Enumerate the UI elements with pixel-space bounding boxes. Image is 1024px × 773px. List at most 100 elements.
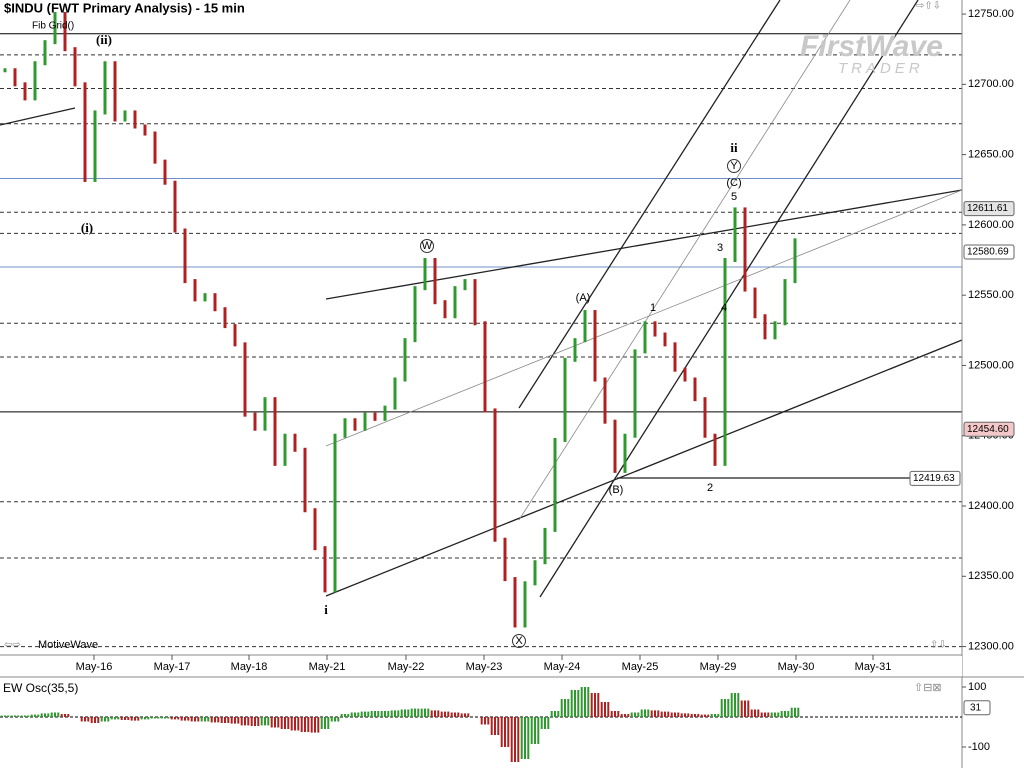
trend-line xyxy=(325,339,963,597)
osc-bar xyxy=(24,715,26,717)
osc-bar xyxy=(167,717,170,719)
osc-bar xyxy=(560,699,563,717)
osc-bar xyxy=(544,717,546,729)
osc-bar xyxy=(397,710,400,717)
osc-bar xyxy=(444,711,446,717)
price-bar xyxy=(293,433,297,452)
price-bar xyxy=(323,546,327,593)
nav-icon[interactable]: ⇨⇧⇩ xyxy=(916,1,941,12)
osc-bar xyxy=(677,712,680,717)
x-tick-label: May-22 xyxy=(388,661,425,673)
x-tick-label: May-29 xyxy=(700,661,737,673)
osc-bar xyxy=(354,712,356,717)
osc-bar xyxy=(150,717,153,719)
y-tick-label: 12300.00 xyxy=(968,640,1014,652)
osc-bar xyxy=(670,712,673,717)
osc-bar xyxy=(570,690,573,717)
osc-bar xyxy=(460,713,463,717)
osc-bar xyxy=(630,712,633,717)
osc-bar xyxy=(747,700,750,717)
trend-line xyxy=(325,189,963,447)
osc-bar xyxy=(510,717,513,762)
osc-bar xyxy=(450,712,453,717)
price-bar xyxy=(53,12,57,45)
osc-bar xyxy=(497,717,500,735)
osc-bar xyxy=(637,712,640,717)
price-bar xyxy=(203,293,207,302)
osc-bar xyxy=(130,717,133,721)
osc-bar xyxy=(184,717,186,721)
osc-bar xyxy=(734,693,736,717)
price-bar xyxy=(263,397,267,431)
wave-label: (i) xyxy=(81,220,93,235)
osc-bar xyxy=(714,714,716,717)
osc-bar xyxy=(47,713,50,717)
price-bar xyxy=(213,293,217,312)
osc-bar xyxy=(284,717,286,729)
price-bar xyxy=(683,367,687,382)
osc-bar xyxy=(707,714,710,717)
osc-bar xyxy=(580,687,583,717)
osc-bar xyxy=(627,714,630,717)
price-bar xyxy=(83,82,87,182)
osc-bar xyxy=(634,712,636,717)
osc-bar xyxy=(90,717,93,723)
wave-label: 4 xyxy=(721,302,727,314)
x-tick-label: May-24 xyxy=(544,661,581,673)
osc-bar xyxy=(210,717,213,723)
osc-bar xyxy=(614,711,616,717)
price-bar xyxy=(163,159,167,185)
osc-bar xyxy=(200,717,203,722)
nav-icon[interactable]: ⇧⇩ xyxy=(930,640,947,651)
price-bar xyxy=(133,110,137,129)
osc-bar xyxy=(104,717,106,722)
wave-label: (ii) xyxy=(96,32,112,47)
osc-bar xyxy=(290,717,293,731)
osc-bar xyxy=(360,711,363,717)
osc-bar xyxy=(434,710,436,717)
osc-title: EW Osc(35,5) xyxy=(3,681,78,695)
osc-bar xyxy=(327,717,330,729)
osc-bar xyxy=(394,710,396,717)
price-bar xyxy=(173,180,177,233)
osc-bar xyxy=(704,714,706,717)
osc-value-label: 31 xyxy=(970,702,982,713)
osc-bar xyxy=(260,717,263,726)
price-bar xyxy=(63,12,67,52)
trend-line xyxy=(539,0,919,598)
osc-bar xyxy=(554,711,556,717)
price-bar xyxy=(223,307,227,329)
x-tick-label: May-30 xyxy=(778,661,815,673)
price-bar xyxy=(363,412,367,431)
osc-bar xyxy=(240,717,243,726)
osc-bar xyxy=(40,713,43,717)
price-bar xyxy=(143,124,147,136)
osc-bar xyxy=(217,717,220,723)
price-bar xyxy=(353,418,357,431)
osc-bar xyxy=(484,717,486,725)
osc-bar xyxy=(517,717,520,762)
osc-bar xyxy=(724,699,726,717)
price-bar xyxy=(273,397,277,466)
osc-bar xyxy=(587,687,590,717)
osc-tick-label: 100 xyxy=(968,681,986,693)
osc-bar xyxy=(764,712,766,717)
trend-line xyxy=(518,0,781,409)
osc-bar xyxy=(417,708,420,717)
osc-bar xyxy=(244,717,246,726)
wave-label: 3 xyxy=(717,242,723,254)
osc-bar xyxy=(120,717,123,720)
osc-bar xyxy=(774,712,776,717)
price-bar xyxy=(313,508,317,551)
osc-bar xyxy=(717,714,720,717)
price-bar xyxy=(453,286,457,319)
price-bar xyxy=(243,342,247,417)
osc-bar xyxy=(447,711,450,717)
osc-bar xyxy=(280,717,283,729)
price-bar xyxy=(183,228,187,284)
osc-bar xyxy=(27,715,30,717)
nav-icon[interactable]: ⇦⇨ xyxy=(4,640,21,651)
price-bar xyxy=(103,61,107,115)
pane-icons[interactable]: ⇧⊟⊠ xyxy=(914,682,942,694)
